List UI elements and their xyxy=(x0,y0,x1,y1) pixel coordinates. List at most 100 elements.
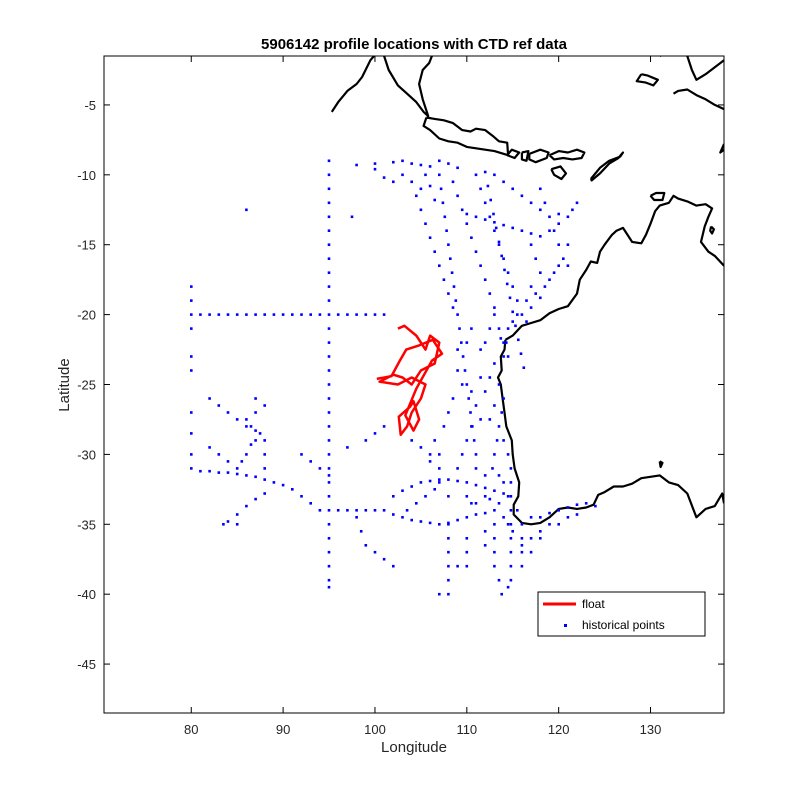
historical-point xyxy=(502,355,505,358)
historical-point xyxy=(458,327,461,330)
historical-point xyxy=(327,411,331,414)
historical-point xyxy=(529,285,533,288)
historical-point xyxy=(506,523,510,526)
historical-point xyxy=(217,471,221,474)
historical-point xyxy=(327,327,331,330)
x-axis-label: Longitude xyxy=(381,739,447,756)
historical-point xyxy=(529,516,533,519)
historical-point xyxy=(470,390,473,393)
historical-point xyxy=(226,460,230,463)
historical-point xyxy=(483,341,487,344)
historical-point xyxy=(539,208,542,212)
historical-point xyxy=(364,509,368,512)
historical-point xyxy=(488,418,492,421)
historical-point xyxy=(493,489,496,492)
historical-point xyxy=(327,453,331,456)
historical-point xyxy=(456,467,459,470)
historical-point xyxy=(447,592,450,596)
historical-point xyxy=(245,504,248,508)
historical-point xyxy=(465,564,469,568)
historical-point xyxy=(346,446,349,449)
historical-point xyxy=(520,544,524,547)
historical-point xyxy=(506,327,510,330)
historical-point xyxy=(364,439,368,442)
historical-point xyxy=(410,180,413,184)
legend-box xyxy=(537,591,706,637)
historical-point xyxy=(272,313,276,316)
historical-point xyxy=(254,439,257,442)
coastline-segment xyxy=(330,56,433,118)
historical-point xyxy=(557,243,560,246)
historical-points-layer xyxy=(190,159,597,596)
historical-point xyxy=(327,243,331,246)
historical-point xyxy=(318,467,322,470)
historical-point xyxy=(516,313,519,316)
historical-point xyxy=(451,397,455,400)
historical-point xyxy=(529,243,533,246)
historical-point xyxy=(465,222,469,225)
historical-point xyxy=(291,313,294,316)
historical-point xyxy=(415,502,418,505)
historical-point xyxy=(469,411,472,414)
historical-point xyxy=(493,173,496,177)
historical-point xyxy=(543,285,547,288)
historical-point xyxy=(442,425,446,428)
coastline-segment xyxy=(719,143,724,154)
historical-point xyxy=(439,187,443,191)
historical-point xyxy=(263,313,266,316)
historical-point xyxy=(373,509,377,512)
historical-point xyxy=(199,469,202,473)
historical-point xyxy=(254,397,257,400)
historical-point xyxy=(424,173,427,177)
historical-point xyxy=(327,397,331,400)
historical-point xyxy=(447,564,450,568)
historical-point xyxy=(506,585,510,589)
historical-point xyxy=(327,341,331,344)
historical-point xyxy=(364,544,368,547)
historical-point xyxy=(327,439,331,442)
historical-point xyxy=(226,471,230,474)
historical-point xyxy=(493,564,496,568)
historical-point xyxy=(483,170,487,174)
historical-point xyxy=(483,530,487,533)
historical-point xyxy=(479,187,482,191)
historical-point xyxy=(245,453,248,456)
coastline-segment xyxy=(496,339,724,526)
historical-point xyxy=(419,481,423,484)
historical-point xyxy=(509,537,513,540)
coastline-segment xyxy=(422,116,510,157)
historical-point xyxy=(401,173,404,177)
historical-point xyxy=(309,460,312,463)
historical-point xyxy=(300,313,303,316)
historical-point xyxy=(438,467,441,470)
historical-point xyxy=(327,229,331,232)
historical-point xyxy=(493,221,496,224)
historical-point xyxy=(566,264,570,267)
historical-point xyxy=(514,324,517,328)
historical-point xyxy=(263,492,266,495)
x-tick-label: 130 xyxy=(640,722,662,737)
y-tick-label: -10 xyxy=(77,168,96,183)
historical-point xyxy=(226,313,230,316)
historical-point xyxy=(467,397,470,400)
historical-point xyxy=(543,201,547,205)
historical-point xyxy=(474,453,478,456)
historical-point xyxy=(424,495,427,498)
historical-point xyxy=(300,453,303,456)
historical-point xyxy=(190,369,193,372)
y-tick-label: -20 xyxy=(77,308,96,323)
historical-point xyxy=(470,425,473,428)
historical-point xyxy=(373,313,377,316)
historical-point xyxy=(534,257,537,260)
historical-point xyxy=(190,355,193,358)
historical-point xyxy=(557,523,560,526)
historical-point xyxy=(199,313,202,316)
x-tick-label: 80 xyxy=(184,722,198,737)
historical-point xyxy=(401,159,404,163)
historical-point xyxy=(424,222,427,225)
historical-point xyxy=(539,296,542,300)
historical-point xyxy=(503,268,506,272)
historical-point xyxy=(557,264,560,267)
historical-point xyxy=(511,320,514,323)
